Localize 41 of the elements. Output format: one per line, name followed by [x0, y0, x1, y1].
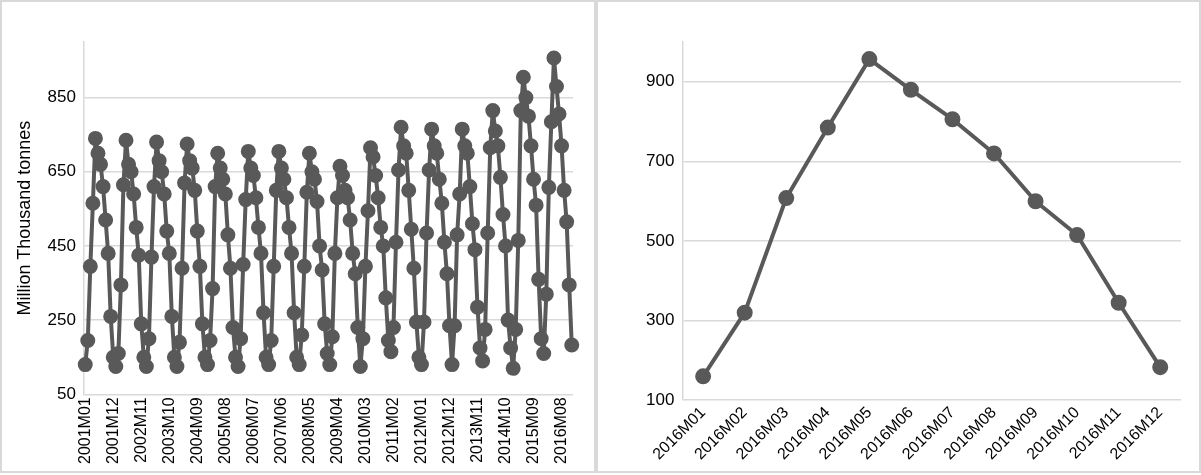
x-tick-label: 2004M09	[187, 397, 205, 464]
x-tick-label: 2005M08	[215, 397, 233, 464]
x-tick-label: 2008M05	[299, 397, 317, 464]
point	[861, 51, 878, 68]
y-tick-label: 500	[645, 230, 675, 250]
point	[819, 119, 836, 136]
y-tick-label: 900	[645, 71, 675, 91]
y-tick-label: 850	[47, 87, 76, 107]
y-tick-label: 700	[645, 151, 675, 171]
point	[1152, 359, 1169, 376]
x-tick-label: 2006M07	[243, 397, 261, 464]
point	[944, 111, 961, 128]
x-tick-label: 2009M04	[327, 397, 345, 464]
y-tick-label: 250	[47, 309, 76, 329]
point	[1110, 294, 1127, 311]
x-tick-label: 2012M01	[411, 397, 429, 464]
y-axis-title: Million Thousand tonnes	[13, 120, 34, 316]
point	[986, 145, 1003, 162]
x-tick-label: 2012M12	[439, 397, 457, 464]
y-tick-label: 100	[645, 389, 675, 409]
point	[736, 304, 753, 321]
x-tick-label: 2001M12	[103, 397, 121, 464]
y-tick-label: 300	[645, 310, 675, 330]
point	[778, 190, 795, 207]
point	[1069, 227, 1086, 244]
y-tick-label: 450	[47, 235, 76, 255]
point	[902, 81, 919, 98]
point	[1027, 193, 1044, 210]
x-tick-label: 2013M11	[467, 397, 485, 463]
x-tick-label: 2015M09	[523, 397, 541, 464]
y-tick-label: 650	[47, 161, 76, 181]
x-tick-label: 2016M08	[551, 397, 569, 464]
x-tick-label: 2002M11	[131, 397, 149, 463]
x-tick-label: 2007M06	[271, 397, 289, 464]
point	[695, 368, 712, 385]
x-tick-label: 2014M10	[495, 397, 513, 464]
x-tick-label: 2010M03	[355, 397, 373, 464]
x-tick-label: 2011M02	[383, 397, 401, 463]
y-tick-label: 50	[57, 383, 76, 403]
x-tick-label: 2003M10	[159, 397, 177, 464]
x-tick-label: 2001M01	[75, 397, 93, 464]
